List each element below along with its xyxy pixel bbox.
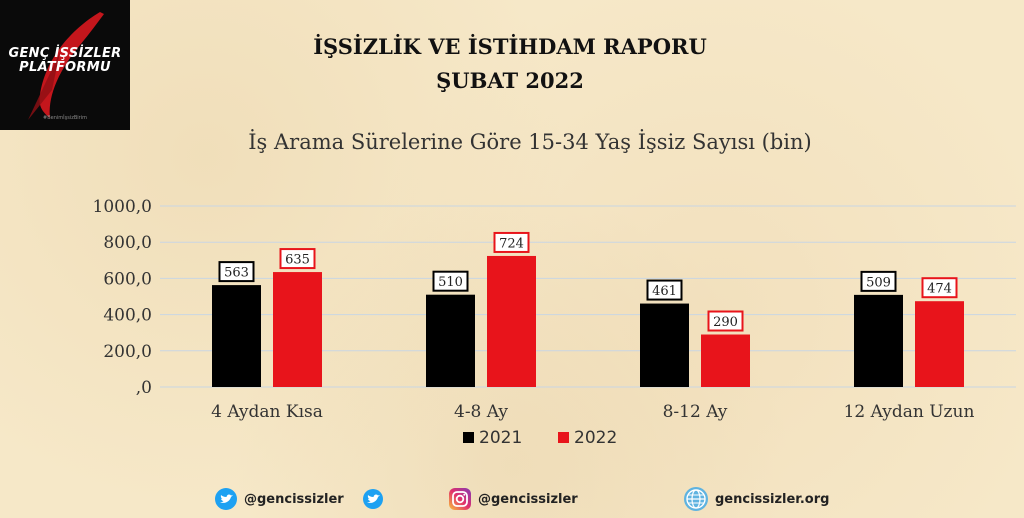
bar-2022 xyxy=(273,272,322,387)
data-label: 510 xyxy=(438,275,463,290)
data-label: 635 xyxy=(285,253,310,268)
data-label-box xyxy=(860,270,897,292)
data-label: 290 xyxy=(713,315,738,330)
x-tick-label: 8-12 Ay xyxy=(663,402,728,422)
logo-tagline: #BenimİşsizBirim xyxy=(43,115,87,121)
bar-2021 xyxy=(640,303,689,387)
instagram-handle-text: @gencissizler xyxy=(478,491,578,507)
data-label-box xyxy=(493,231,530,253)
website-link[interactable]: gencissizler.org xyxy=(683,484,829,514)
report-date: ŞUBAT 2022 xyxy=(436,68,584,93)
logo-text-line2: PLATFORMU xyxy=(19,60,111,75)
instagram-icon xyxy=(449,488,471,510)
website-text: gencissizler.org xyxy=(715,491,830,507)
bar-2021 xyxy=(212,285,261,387)
legend-swatch xyxy=(558,432,569,443)
y-tick-label: ,0 xyxy=(136,378,152,398)
twitter-handle[interactable]: @gencissizler xyxy=(214,484,384,514)
instagram-handle[interactable]: @gencissizler xyxy=(448,484,578,514)
y-tick-label: 200,0 xyxy=(103,342,152,362)
y-tick-label: 800,0 xyxy=(103,233,152,253)
bar-2021 xyxy=(854,294,903,387)
y-tick-label: 400,0 xyxy=(103,306,152,326)
y-tick-label: 1000,0 xyxy=(93,197,152,217)
y-tick-label: 600,0 xyxy=(103,269,152,289)
twitter-icon xyxy=(215,488,237,510)
data-label-box xyxy=(921,277,958,299)
data-label: 461 xyxy=(652,284,677,299)
data-label-box xyxy=(432,270,469,292)
bar-2022 xyxy=(701,334,750,387)
x-tick-label: 12 Aydan Uzun xyxy=(844,402,975,422)
legend-label: 2022 xyxy=(574,428,617,448)
data-label: 563 xyxy=(224,266,249,281)
bar-2022 xyxy=(487,255,536,387)
data-label-box xyxy=(646,279,683,301)
data-label: 724 xyxy=(499,236,524,251)
data-label-box xyxy=(707,310,744,332)
legend-label: 2021 xyxy=(479,428,522,448)
bar-2021 xyxy=(426,294,475,387)
globe-icon xyxy=(684,487,708,511)
twitter-icon xyxy=(362,489,383,509)
legend-swatch xyxy=(463,432,474,443)
logo-graphic xyxy=(28,12,104,120)
x-tick-label: 4-8 Ay xyxy=(454,402,508,422)
data-label-box xyxy=(279,248,316,270)
logo-text-line1: GENÇ İŞSİZLER xyxy=(8,46,122,61)
bar-2022 xyxy=(915,301,964,387)
data-label-box xyxy=(218,261,255,283)
chart-title: İş Arama Sürelerine Göre 15-34 Yaş İşsiz… xyxy=(248,130,812,154)
logo: GENÇ İŞSİZLER PLATFORMU #BenimİşsizBirim xyxy=(0,0,130,130)
x-tick-label: 4 Aydan Kısa xyxy=(211,402,323,422)
report-title: İŞSİZLİK VE İSTİHDAM RAPORU xyxy=(313,34,707,59)
twitter-handle-text: @gencissizler xyxy=(244,491,344,507)
data-label: 509 xyxy=(866,275,891,290)
data-label: 474 xyxy=(927,282,952,297)
